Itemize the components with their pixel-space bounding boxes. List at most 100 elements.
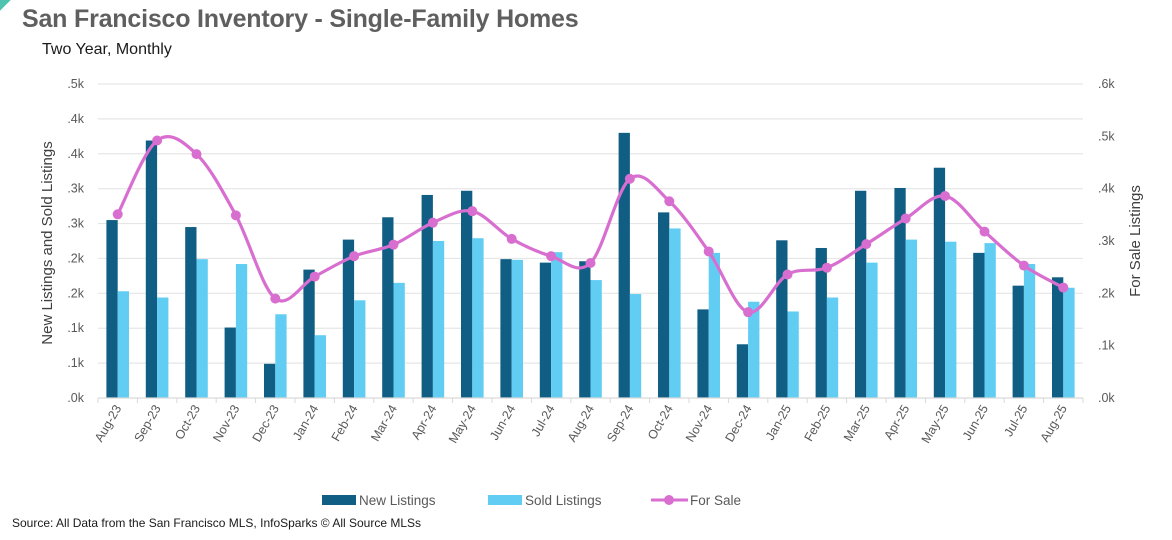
x-tick-label: Aug-23 (92, 402, 124, 444)
for-sale-marker (191, 149, 202, 160)
bar-sold-listings (275, 314, 287, 398)
for-sale-marker (861, 239, 872, 250)
left-tick-label: .4k (67, 147, 84, 161)
x-tick-label: Jan-24 (290, 402, 321, 442)
for-sale-marker (427, 217, 438, 228)
bar-sold-listings (472, 238, 484, 398)
right-tick-label: .2k (1098, 286, 1115, 300)
bar-new-listings (224, 327, 236, 398)
left-tick-label: .1k (67, 356, 84, 370)
for-sale-marker (821, 262, 832, 273)
left-tick-label: .4k (67, 112, 84, 126)
right-tick-label: .3k (1098, 234, 1115, 248)
for-sale-marker (309, 271, 320, 282)
for-sale-marker (624, 173, 635, 184)
for-sale-marker (940, 190, 951, 201)
bar-new-listings (579, 261, 591, 398)
x-tick-label: Jan-25 (763, 402, 794, 442)
bar-new-listings (382, 217, 394, 398)
right-tick-label: .1k (1098, 339, 1115, 353)
bars (106, 132, 1075, 398)
left-tick-label: .2k (67, 251, 84, 265)
for-sale-marker (1018, 260, 1029, 271)
bar-sold-listings (826, 297, 839, 398)
chart-title: San Francisco Inventory - Single-Family … (22, 5, 579, 33)
right-tick-label: .4k (1098, 182, 1115, 196)
x-tick-label: Apr-24 (409, 402, 440, 442)
bar-sold-listings (866, 262, 878, 398)
bar-sold-listings (905, 239, 917, 398)
bar-new-listings (815, 247, 827, 398)
bar-new-listings (658, 212, 670, 398)
x-tick-label: Aug-25 (1038, 402, 1070, 444)
right-tick-label: .5k (1098, 129, 1115, 143)
bar-sold-listings (669, 228, 681, 398)
x-tick-label: Dec-23 (250, 402, 282, 444)
legend-swatch-new-listings (322, 495, 356, 505)
for-sale-marker (703, 246, 714, 257)
x-tick-label: Sep-24 (604, 402, 636, 444)
bar-sold-listings (590, 280, 602, 398)
bar-new-listings (697, 309, 709, 398)
for-sale-marker (900, 213, 911, 224)
for-sale-marker (664, 196, 675, 207)
bar-sold-listings (393, 282, 405, 398)
left-axis-title: New Listings and Sold Listings (39, 141, 56, 344)
legend-label-new-listings: New Listings (359, 493, 436, 508)
bar-sold-listings (945, 241, 957, 398)
bar-sold-listings (1023, 264, 1036, 398)
left-tick-label: .2k (67, 286, 84, 300)
bar-new-listings (933, 167, 946, 398)
bar-new-listings (264, 363, 276, 398)
x-tick-label: Jul-24 (529, 402, 558, 439)
bar-sold-listings (117, 291, 129, 398)
bar-new-listings (776, 240, 788, 398)
x-tick-label: Mar-25 (841, 402, 873, 443)
x-tick-label: May-24 (446, 402, 479, 445)
bar-new-listings (342, 239, 355, 398)
for-sale-marker (585, 257, 596, 268)
x-tick-label: Aug-24 (565, 402, 597, 444)
left-tick-label: .1k (67, 321, 84, 335)
legend-swatch-for-sale-marker (664, 495, 674, 505)
bar-sold-listings (235, 264, 248, 398)
bar-new-listings (1052, 277, 1064, 398)
for-sale-marker (349, 251, 360, 262)
for-sale-marker (979, 226, 990, 237)
bar-new-listings (973, 252, 985, 398)
legend-label-for-sale: For Sale (690, 493, 741, 508)
bar-new-listings (1012, 285, 1024, 398)
x-tick-label: Feb-25 (802, 402, 834, 443)
x-tick-label: Dec-24 (722, 402, 754, 444)
for-sale-marker (230, 210, 241, 221)
bar-new-listings (303, 269, 315, 398)
bar-sold-listings (196, 259, 208, 398)
source-note: Source: All Data from the San Francisco … (12, 516, 422, 530)
bar-new-listings (855, 190, 867, 398)
for-sale-marker (506, 233, 517, 244)
for-sale-marker (112, 209, 123, 220)
left-tick-label: .3k (67, 217, 84, 231)
legend: New Listings Sold Listings For Sale (322, 493, 741, 508)
x-tick-label: Jun-25 (960, 402, 991, 442)
bar-sold-listings (984, 243, 996, 398)
x-tick-label: Sep-23 (131, 402, 163, 444)
bar-new-listings (185, 227, 197, 398)
x-tick-label: Nov-23 (210, 402, 242, 444)
bar-new-listings (894, 187, 906, 398)
right-axis-title: For Sale Listings (1127, 185, 1144, 297)
for-sale-marker (743, 307, 754, 318)
bar-sold-listings (511, 259, 523, 398)
bar-sold-listings (551, 252, 563, 398)
x-tick-label: Jul-25 (1001, 402, 1030, 439)
bar-sold-listings (748, 301, 760, 398)
bar-sold-listings (432, 241, 445, 398)
bar-sold-listings (157, 297, 169, 398)
bar-new-listings (106, 220, 118, 398)
bar-sold-listings (314, 335, 326, 398)
bar-sold-listings (629, 294, 642, 398)
x-tick-label: Oct-23 (172, 402, 203, 442)
bar-new-listings (736, 344, 749, 398)
x-tick-label: Oct-24 (645, 402, 676, 442)
